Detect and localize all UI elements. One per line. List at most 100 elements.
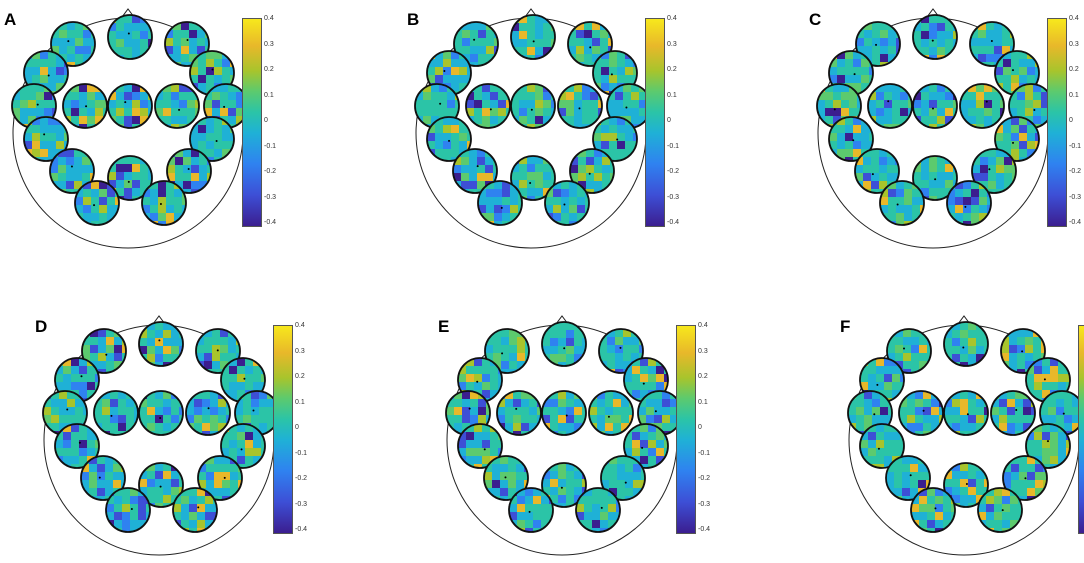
colorbar-tick-label: -0.4 bbox=[667, 219, 680, 226]
panel-c: C 0.4 0.3 0.2 0.1 0 -0.1 -0.2 -0.3 -0.4 bbox=[809, 6, 1084, 256]
colorbar-tick-label: 0.2 bbox=[264, 66, 274, 73]
colorbar-tick-label: -0.3 bbox=[698, 500, 711, 508]
sensor-map bbox=[105, 487, 151, 533]
colorbar-tick-label: 0.2 bbox=[667, 66, 677, 73]
head-topoplot bbox=[816, 8, 1054, 249]
panel-a: A 0.4 0.3 0.2 0.1 0 -0.1 -0.2 -0.3 -0.4 bbox=[4, 6, 346, 256]
colorbar-tick-label: 0.3 bbox=[295, 347, 305, 355]
colorbar-tick-label: -0.1 bbox=[264, 142, 277, 150]
sensor-map bbox=[62, 83, 108, 129]
colorbar-tick-label: 0.1 bbox=[1069, 91, 1079, 99]
sensor-map bbox=[994, 116, 1040, 162]
colorbar-tick-label: -0.1 bbox=[295, 449, 308, 457]
sensor-map bbox=[166, 148, 212, 194]
colorbar-tick-label: 0.1 bbox=[295, 398, 305, 406]
colorbar-tick-label: 0.4 bbox=[698, 322, 708, 329]
sensor-map bbox=[959, 83, 1005, 129]
colorbar-gradient bbox=[273, 325, 293, 534]
colorbar-tick-label: 0 bbox=[264, 117, 268, 124]
colorbar-tick-label: -0.2 bbox=[698, 475, 711, 482]
sensor-map bbox=[990, 390, 1036, 436]
colorbar-tick-label: 0.3 bbox=[667, 40, 677, 48]
colorbar-tick-label: -0.3 bbox=[295, 500, 308, 508]
colorbar-tick-label: -0.3 bbox=[1069, 193, 1082, 201]
colorbar-tick-label: 0.1 bbox=[667, 91, 677, 99]
colorbar-tick-label: -0.1 bbox=[667, 142, 680, 150]
sensor-map bbox=[477, 180, 523, 226]
colorbar-gradient bbox=[1078, 325, 1084, 534]
colorbar-tick-label: 0.3 bbox=[698, 347, 708, 355]
sensor-map bbox=[912, 14, 958, 60]
colorbar-tick-label: -0.3 bbox=[667, 193, 680, 201]
colorbar-tick-label: 0 bbox=[295, 424, 299, 431]
sensor-map bbox=[510, 14, 556, 60]
sensor-map bbox=[867, 83, 913, 129]
colorbar-tick-label: -0.3 bbox=[264, 193, 277, 201]
sensor-map bbox=[508, 487, 554, 533]
panel-label: D bbox=[35, 317, 48, 336]
sensor-map bbox=[80, 455, 126, 501]
head-topoplot bbox=[42, 315, 280, 556]
panel-b: B 0.4 0.3 0.2 0.1 0 -0.1 -0.2 -0.3 -0.4 bbox=[407, 6, 749, 256]
colorbar-tick-label: 0.4 bbox=[1069, 15, 1079, 22]
sensor-map bbox=[898, 390, 944, 436]
panel-e: E 0.4 0.3 0.2 0.1 0 -0.1 -0.2 -0.3 -0.4 bbox=[438, 313, 780, 563]
colorbar-gradient bbox=[676, 325, 696, 534]
sensor-map bbox=[496, 390, 542, 436]
sensor-map bbox=[943, 390, 989, 436]
sensor-map bbox=[93, 390, 139, 436]
colorbar-tick-label: 0.4 bbox=[295, 322, 305, 329]
sensor-map bbox=[1000, 328, 1046, 374]
panel-label: E bbox=[438, 317, 450, 336]
colorbar-gradient bbox=[242, 18, 262, 227]
colorbar-gradient bbox=[1047, 18, 1067, 227]
sensor-map bbox=[74, 180, 120, 226]
sensor-map bbox=[859, 423, 905, 469]
colorbar-tick-label: -0.2 bbox=[295, 475, 308, 482]
sensor-map bbox=[426, 116, 472, 162]
colorbar-tick-label: -0.4 bbox=[1069, 219, 1082, 226]
sensor-map bbox=[592, 116, 638, 162]
colorbar-tick-label: -0.4 bbox=[264, 219, 277, 226]
colorbar-tick-label: -0.2 bbox=[1069, 168, 1082, 175]
colorbar-tick-label: 0 bbox=[667, 117, 671, 124]
sensor-map bbox=[885, 455, 931, 501]
sensor-map bbox=[197, 455, 243, 501]
panel-label: B bbox=[407, 10, 420, 29]
colorbar-tick-label: -0.1 bbox=[1069, 142, 1082, 150]
colorbar-tick-label: 0 bbox=[698, 424, 702, 431]
colorbar-tick-label: 0.3 bbox=[264, 40, 274, 48]
colorbar-tick-label: 0.3 bbox=[1069, 40, 1079, 48]
sensor-map bbox=[138, 390, 184, 436]
colorbar-tick-label: -0.2 bbox=[264, 168, 277, 175]
colorbar-tick-label: -0.4 bbox=[295, 526, 308, 533]
sensor-map bbox=[453, 21, 499, 67]
colorbar-tick-label: 0.4 bbox=[667, 15, 677, 22]
head-topoplot bbox=[847, 315, 1084, 556]
sensor-map bbox=[195, 328, 241, 374]
head-topoplot bbox=[11, 8, 249, 249]
head-topoplot bbox=[414, 8, 652, 249]
sensor-map bbox=[557, 83, 603, 129]
colorbar-tick-label: 0.4 bbox=[264, 15, 274, 22]
sensor-map bbox=[107, 14, 153, 60]
sensor-map bbox=[138, 321, 184, 367]
panel-f: F0.40.30.20.10-0.1-0.2-0.3-0.4 bbox=[840, 313, 1084, 563]
colorbar-tick-label: 0.2 bbox=[1069, 66, 1079, 73]
colorbar-tick-label: -0.4 bbox=[698, 526, 711, 533]
sensor-map bbox=[541, 321, 587, 367]
panel-label: F bbox=[840, 317, 851, 336]
sensor-map bbox=[510, 83, 556, 129]
colorbar-tick-label: 0.2 bbox=[295, 373, 305, 380]
sensor-map bbox=[912, 83, 958, 129]
colorbar-tick-label: 0.1 bbox=[698, 398, 708, 406]
sensor-map bbox=[943, 321, 989, 367]
colorbar-tick-label: -0.2 bbox=[667, 168, 680, 175]
sensor-map bbox=[483, 455, 529, 501]
head-topoplot bbox=[445, 315, 683, 556]
colorbar-gradient bbox=[645, 18, 665, 227]
colorbar-tick-label: 0.2 bbox=[698, 373, 708, 380]
colorbar-tick-label: 0.1 bbox=[264, 91, 274, 99]
panel-label: C bbox=[809, 10, 822, 29]
panel-label: A bbox=[4, 10, 17, 29]
